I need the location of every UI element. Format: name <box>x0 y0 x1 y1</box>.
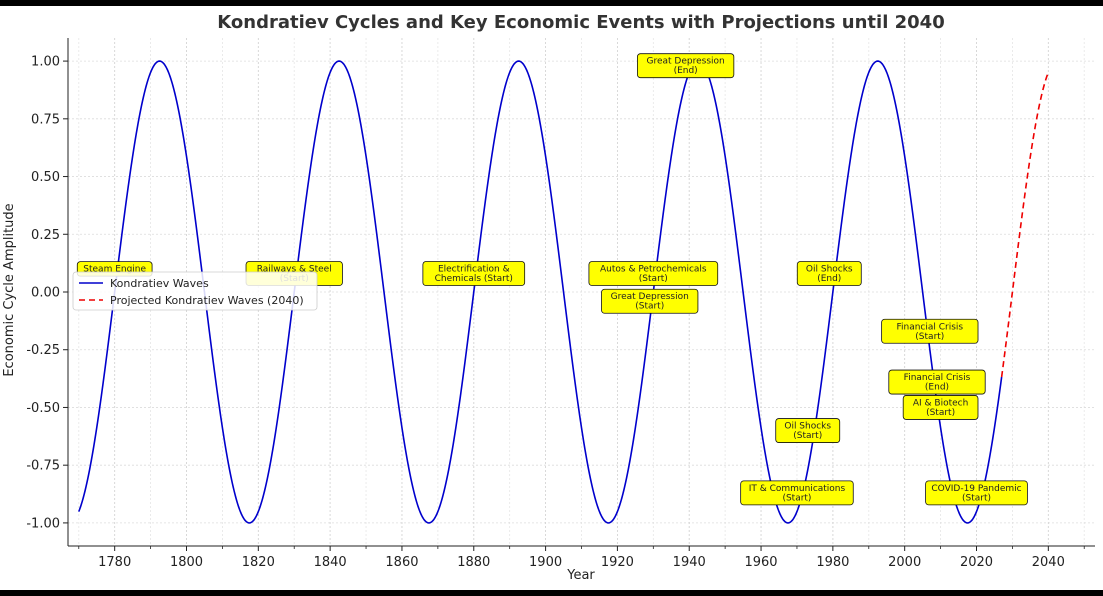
x-axis-label: Year <box>566 568 595 583</box>
annotation-text: Oil Shocks <box>806 265 853 275</box>
annotation-text: (Start) <box>915 332 944 342</box>
annotation-text: Steam Engine <box>83 265 146 275</box>
series-lines <box>78 60 1050 524</box>
annotation-box <box>422 261 526 286</box>
annotation-text: AI & Biotech <box>913 398 968 408</box>
legend-entry: Projected Kondratiev Waves (2040) <box>110 294 304 307</box>
annotation-label: IT & Communications(Start) <box>740 480 854 506</box>
annotation-label: Financial Crisis(Start) <box>881 318 979 344</box>
y-tick-label: -0.75 <box>26 459 60 474</box>
annotation-box <box>740 480 854 506</box>
x-tick-label: 1880 <box>457 555 490 570</box>
y-tick-label: 0.25 <box>31 228 60 243</box>
x-tick-label: 2000 <box>888 555 921 570</box>
annotation-text: Oil Shocks <box>784 422 831 432</box>
legend-box <box>72 271 318 311</box>
annotation-text: (End) <box>674 66 698 76</box>
annotation-label: Oil Shocks(Start) <box>775 418 841 443</box>
chart-canvas: Kondratiev Cycles and Key Economic Event… <box>0 6 1103 590</box>
annotation-box <box>588 261 719 286</box>
annotation-text: Financial Crisis <box>904 373 971 383</box>
y-tick-label: 0.50 <box>31 170 60 185</box>
legend-entry: Kondratiev Waves <box>110 277 209 290</box>
y-tick-label: 1.00 <box>31 55 60 70</box>
annotation-text: Railways & Steel <box>257 265 332 275</box>
annotation-text: (Start) <box>962 493 991 503</box>
annotation-text: IT & Communications <box>749 484 846 494</box>
x-tick-label: 1820 <box>242 555 275 570</box>
annotation-label: COVID-19 Pandemic(Start) <box>925 480 1028 506</box>
annotation-text: Autos & Petrochemicals <box>600 265 707 275</box>
annotation-label: Oil Shocks(End) <box>796 261 862 286</box>
y-tick-label: -0.25 <box>26 343 60 358</box>
annotation-label: Great Depression(Start) <box>601 288 699 314</box>
x-tick-label: 1800 <box>170 555 203 570</box>
x-tick-label: 1840 <box>314 555 347 570</box>
y-tick-label: -0.50 <box>26 401 60 416</box>
x-tick-label: 1940 <box>673 555 706 570</box>
annotation-text: Chemicals (Start) <box>435 274 513 284</box>
annotation-box <box>902 395 979 420</box>
x-tick-label: 2020 <box>960 555 993 570</box>
x-tick-label: 1780 <box>98 555 131 570</box>
legend: Kondratiev Waves Projected Kondratiev Wav… <box>72 271 318 311</box>
annotation-text: (End) <box>925 383 949 393</box>
annotation-box <box>925 480 1028 506</box>
annotation-text: COVID-19 Pandemic <box>931 484 1021 494</box>
x-tick-label: 1860 <box>385 555 418 570</box>
annotation-text: (Start) <box>639 274 668 284</box>
x-tick-label: 1960 <box>744 555 777 570</box>
y-axis-label: Economic Cycle Amplitude <box>2 203 17 376</box>
kondratiev-chart: Kondratiev Cycles and Key Economic Event… <box>2 12 1095 583</box>
annotation-label: AI & Biotech(Start) <box>902 395 979 420</box>
x-tick-label: 1900 <box>529 555 562 570</box>
chart-title: Kondratiev Cycles and Key Economic Event… <box>217 12 944 33</box>
annotation-text: Great Depression <box>611 292 689 302</box>
annotation-label: Financial Crisis(End) <box>888 369 986 395</box>
annotation-text: (Start) <box>635 302 664 312</box>
annotation-label: Autos & Petrochemicals(Start) <box>588 261 719 286</box>
x-tick-label: 1920 <box>601 555 634 570</box>
x-tick-label: 1980 <box>816 555 849 570</box>
annotation-text: (Start) <box>926 408 955 418</box>
annotation-box <box>775 418 841 443</box>
annotation-text: Great Depression <box>647 57 725 67</box>
y-tick-label: -1.00 <box>26 516 60 531</box>
annotation-text: Financial Crisis <box>896 322 963 332</box>
annotation-text: (Start) <box>793 431 822 441</box>
annotation-box <box>881 318 979 344</box>
annotation-text: (End) <box>817 274 841 284</box>
y-tick-label: 0.00 <box>31 286 60 301</box>
x-tick-label: 2040 <box>1032 555 1065 570</box>
annotation-label: Electrification &Chemicals (Start) <box>422 261 526 286</box>
annotation-box <box>796 261 862 286</box>
annotations: Steam Engine Railways & Steel (Start) Elect… <box>76 53 1028 506</box>
annotation-text: Electrification & <box>438 265 510 275</box>
annotation-label: Great Depression(End) <box>637 53 735 79</box>
y-tick-label: 0.75 <box>31 112 60 127</box>
series-line-projected-waves <box>1000 72 1050 378</box>
annotation-box <box>888 369 986 395</box>
series-line-kondratiev-waves <box>78 60 1003 524</box>
annotation-box <box>637 53 735 79</box>
annotation-text: (Start) <box>782 493 811 503</box>
axes: 1780 1800 1820 1840 1860 1880 1900 1920 1940 1960… <box>26 38 1095 570</box>
annotation-box <box>601 288 699 314</box>
